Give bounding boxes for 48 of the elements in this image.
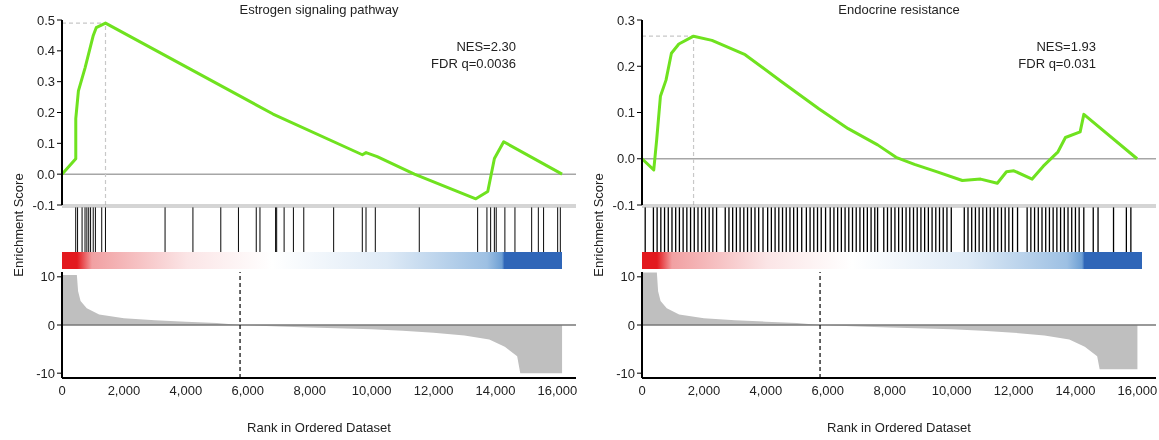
x-axis-title: Rank in Ordered Dataset (827, 420, 972, 435)
y-tick-label: 0.3 (36, 74, 55, 90)
x-tick-label: 8,000 (293, 383, 326, 399)
x-tick-label: 6,000 (231, 383, 265, 399)
x-tick-label: 10,000 (931, 383, 972, 399)
x-tick-label: 0 (58, 383, 66, 399)
x-tick-label: 16,000 (537, 383, 578, 399)
y-tick-label: 0.0 (616, 151, 635, 167)
x-axis-title: Rank in Ordered Dataset (247, 420, 392, 435)
y-tick-label: -0.1 (612, 197, 635, 213)
x-tick-label: 12,000 (413, 383, 454, 399)
y-tick-label: 0.2 (36, 105, 55, 121)
y-tick-label: 0.4 (36, 43, 55, 59)
x-tick-label: 12,000 (993, 383, 1034, 399)
annotation: NES=1.93 (1035, 38, 1096, 55)
y-tick-label: 10 (620, 269, 635, 285)
line-series (62, 21, 564, 201)
y-tick-label: 0.0 (36, 166, 55, 182)
x-tick-label: 6,000 (811, 383, 845, 399)
y-tick-label: -10 (616, 365, 635, 381)
y-axis-title: Enrichment Score (590, 173, 606, 277)
y-axis-title: Enrichment Score (10, 173, 26, 277)
annotation: NES=2.30 (455, 38, 516, 55)
x-tick-label: 2,000 (687, 383, 721, 399)
x-tick-label: 0 (638, 383, 646, 399)
y-tick-label: 0.1 (36, 135, 55, 151)
x-tick-label: 14,000 (1055, 383, 1096, 399)
y-tick-label: 0 (47, 317, 55, 333)
x-tick-label: 8,000 (873, 383, 906, 399)
annotation: FDR q=0.0036 (431, 55, 516, 72)
y-tick-label: 0.2 (616, 58, 635, 74)
y-tick-label: 10 (40, 269, 55, 285)
line-series (642, 34, 1139, 185)
y-tick-label: -0.1 (32, 197, 55, 213)
x-tick-label: 2,000 (107, 383, 141, 399)
y-tick-label: 0.1 (616, 105, 635, 121)
x-tick-label: 4,000 (169, 383, 203, 399)
y-tick-label: 0 (627, 317, 635, 333)
x-tick-label: 16,000 (1117, 383, 1158, 399)
y-tick-label: 0.3 (616, 12, 635, 28)
chart-title: Estrogen signaling pathway (238, 2, 400, 17)
annotation: FDR q=0.031 (1018, 55, 1096, 72)
y-tick-label: -10 (36, 365, 55, 381)
x-tick-label: 4,000 (749, 383, 783, 399)
x-tick-label: 14,000 (475, 383, 516, 399)
y-tick-label: 0.5 (36, 12, 55, 28)
x-tick-label: 10,000 (351, 383, 392, 399)
chart-title: Endocrine resistance (837, 2, 961, 17)
